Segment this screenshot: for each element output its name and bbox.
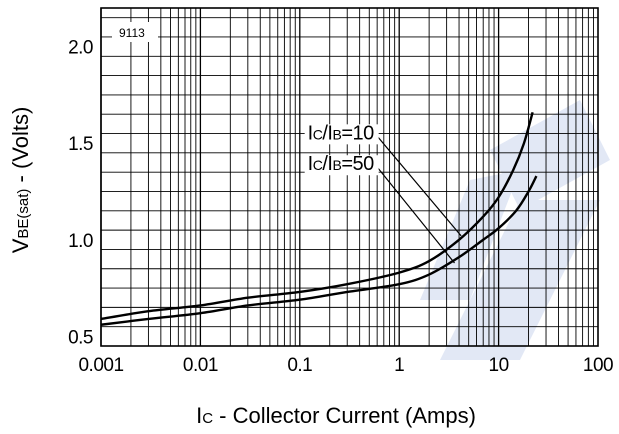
x-tick-label: 1	[394, 355, 404, 376]
y-axis-title-rest: - (Volts)	[8, 107, 33, 189]
label-i: I	[308, 122, 313, 144]
y-tick-labels: 0.5 1.0 1.5 2.0	[68, 38, 93, 349]
series-label-bg	[304, 124, 379, 145]
label-ratio: =10	[341, 122, 374, 144]
label-mid: /I	[322, 153, 332, 175]
y-axis-title-prefix: V	[8, 238, 33, 253]
label-i: I	[308, 153, 313, 175]
x-tick-label: 0.001	[78, 355, 123, 376]
x-axis-title: IC - Collector Current (Amps)	[196, 403, 476, 428]
plot-frame	[100, 7, 599, 347]
x-axis-title-sub: C	[202, 410, 213, 427]
series-line-2	[100, 175, 538, 326]
label-sub-c: C	[313, 157, 323, 173]
x-tick-label: 0.01	[183, 355, 218, 376]
x-tick-label: 0.1	[287, 355, 312, 376]
label-sub-c: C	[313, 126, 323, 142]
label-ratio: =50	[341, 153, 374, 175]
series-label-1: IC/IB=10	[308, 122, 374, 144]
x-tick-labels: 0.001 0.01 0.1 1 10 100	[78, 355, 613, 376]
x-axis-title-prefix: I	[196, 403, 202, 428]
label-sub-b: B	[332, 126, 341, 142]
figure-code-box	[112, 22, 158, 42]
x-tick-label: 100	[583, 355, 613, 376]
y-axis-title: VBE(sat) - (Volts)	[8, 107, 33, 254]
leader-line-1	[375, 133, 462, 237]
y-tick-label: 0.5	[68, 327, 93, 348]
series-label-bg	[304, 155, 379, 176]
x-tick-label: 10	[489, 355, 509, 376]
leader-line-2	[375, 164, 455, 264]
x-axis-title-rest: - Collector Current (Amps)	[213, 403, 476, 428]
series-lines	[100, 111, 538, 326]
y-tick-label: 1.0	[68, 231, 93, 252]
series-line-1	[100, 111, 534, 321]
y-tick-label: 2.0	[68, 38, 93, 59]
series-label-2: IC/IB=50	[308, 153, 374, 175]
y-axis-title-sub: BE(sat)	[15, 189, 32, 239]
label-mid: /I	[322, 122, 332, 144]
figure-code-label: 9113	[119, 26, 145, 40]
y-tick-label: 1.5	[68, 134, 93, 155]
label-sub-b: B	[332, 157, 341, 173]
annotation-leaders	[375, 133, 462, 264]
